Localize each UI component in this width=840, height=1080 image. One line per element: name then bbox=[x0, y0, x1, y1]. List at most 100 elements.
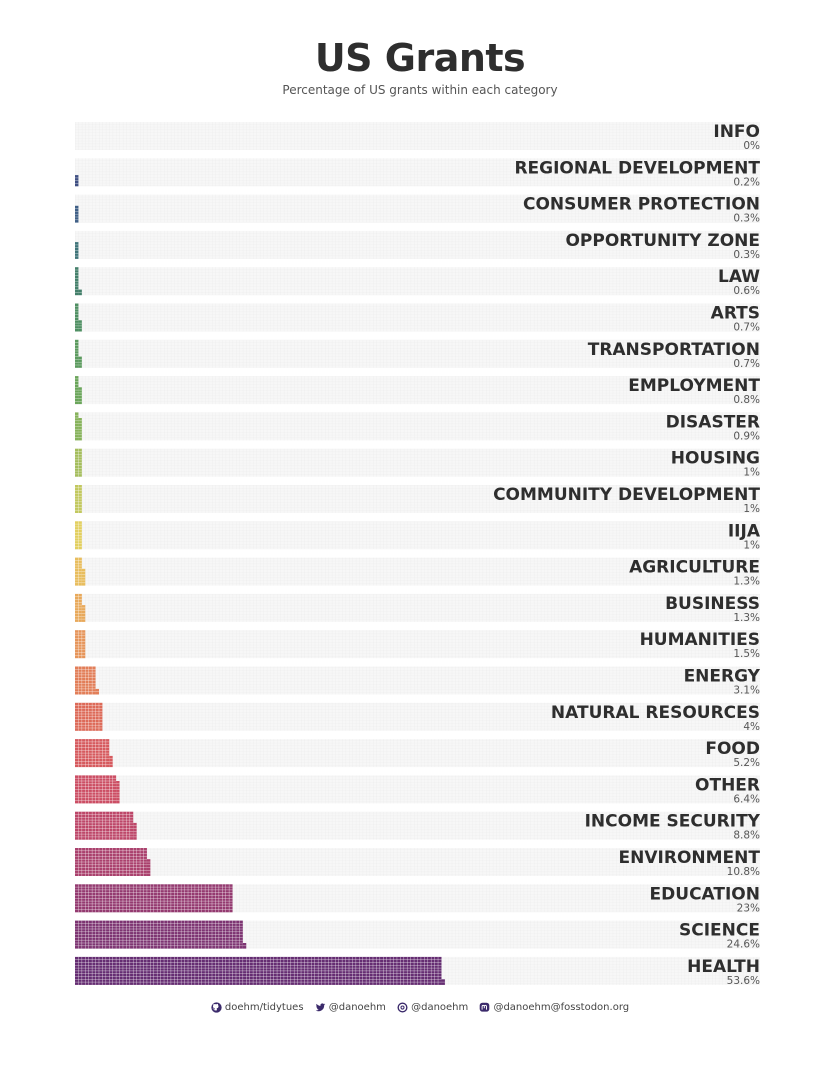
category-label: BUSINESS bbox=[665, 594, 760, 614]
mastodon-icon bbox=[479, 1002, 490, 1013]
waffle-bar bbox=[75, 412, 82, 441]
category-label: SCIENCE bbox=[679, 921, 760, 941]
twitter-handle: @danoehm bbox=[328, 1002, 386, 1013]
waffle-bar bbox=[75, 303, 82, 332]
waffle-bar bbox=[75, 630, 86, 659]
row-panel bbox=[75, 339, 760, 368]
row-panel bbox=[75, 194, 760, 223]
row-panel bbox=[75, 811, 760, 840]
waffle-bar bbox=[75, 884, 233, 913]
row-panel bbox=[75, 412, 760, 441]
waffle-bar bbox=[75, 557, 86, 586]
category-label: OTHER bbox=[695, 775, 760, 795]
waffle-bar bbox=[75, 448, 82, 477]
row-panel bbox=[75, 448, 760, 477]
footer-credits: doehm/tidytues @danoehm @danoehm @danoeh… bbox=[0, 1002, 840, 1014]
category-label: ENVIRONMENT bbox=[619, 848, 761, 868]
waffle-bar bbox=[75, 956, 445, 985]
category-label: HUMANITIES bbox=[640, 630, 760, 650]
value-label: 8.8% bbox=[733, 830, 760, 842]
waffle-bar bbox=[75, 242, 79, 259]
row-panel bbox=[75, 666, 760, 695]
category-label: ENERGY bbox=[684, 667, 761, 687]
waffle-bar bbox=[75, 267, 82, 296]
waffle-bar bbox=[75, 376, 82, 405]
value-label: 1.3% bbox=[733, 612, 760, 624]
value-label: 0.3% bbox=[733, 213, 760, 225]
row-panel bbox=[75, 230, 760, 259]
value-label: 6.4% bbox=[733, 793, 760, 805]
waffle-bar bbox=[75, 848, 151, 876]
chart-subtitle: Percentage of US grants within each cate… bbox=[282, 83, 558, 97]
category-label: LAW bbox=[718, 267, 760, 287]
waffle-bar bbox=[75, 811, 137, 840]
category-label: NATURAL RESOURCES bbox=[551, 703, 760, 723]
row-panel bbox=[75, 485, 760, 513]
waffle-bar bbox=[75, 666, 99, 695]
threads-handle: @danoehm bbox=[411, 1002, 469, 1013]
waffle-bar bbox=[75, 485, 82, 513]
waffle-bar bbox=[75, 175, 79, 187]
value-label: 53.6% bbox=[727, 975, 760, 987]
category-label: EDUCATION bbox=[650, 884, 760, 904]
row-panel bbox=[75, 775, 760, 804]
value-label: 23% bbox=[737, 902, 760, 914]
waffle-bar bbox=[75, 920, 247, 949]
category-label: DISASTER bbox=[666, 412, 760, 432]
category-label: TRANSPORTATION bbox=[588, 340, 760, 360]
category-label: ARTS bbox=[711, 304, 760, 324]
value-label: 0.3% bbox=[733, 249, 760, 261]
waffle-bar bbox=[75, 702, 103, 731]
row-panel bbox=[75, 376, 760, 405]
value-label: 1% bbox=[743, 467, 760, 479]
github-icon bbox=[211, 1002, 222, 1013]
value-label: 4% bbox=[743, 721, 760, 733]
row-panel bbox=[75, 267, 760, 296]
waffle-bar bbox=[75, 593, 86, 622]
category-label: AGRICULTURE bbox=[629, 558, 760, 578]
value-label: 0.7% bbox=[733, 322, 760, 334]
threads-icon bbox=[397, 1002, 408, 1013]
category-label: IIJA bbox=[728, 521, 761, 541]
value-label: 10.8% bbox=[727, 866, 760, 878]
value-label: 0.7% bbox=[733, 358, 760, 370]
mastodon-handle: @danoehm@fosstodon.org bbox=[493, 1002, 630, 1013]
row-panel bbox=[75, 303, 760, 332]
twitter-icon bbox=[315, 1002, 326, 1013]
value-label: 0.6% bbox=[733, 285, 760, 297]
category-label: INCOME SECURITY bbox=[585, 812, 761, 832]
waffle-bar bbox=[75, 739, 113, 768]
category-label: EMPLOYMENT bbox=[628, 376, 760, 396]
row-panel bbox=[75, 557, 760, 586]
value-label: 0% bbox=[743, 140, 760, 152]
category-label: HEALTH bbox=[687, 957, 760, 977]
value-label: 3.1% bbox=[733, 685, 760, 697]
chart-title: US Grants bbox=[314, 36, 526, 80]
row-panel bbox=[75, 593, 760, 622]
value-label: 0.2% bbox=[733, 176, 760, 188]
waffle-bar bbox=[75, 775, 120, 804]
row-panel bbox=[75, 739, 760, 768]
row-panel bbox=[75, 630, 760, 659]
category-label: COMMUNITY DEVELOPMENT bbox=[493, 485, 760, 505]
